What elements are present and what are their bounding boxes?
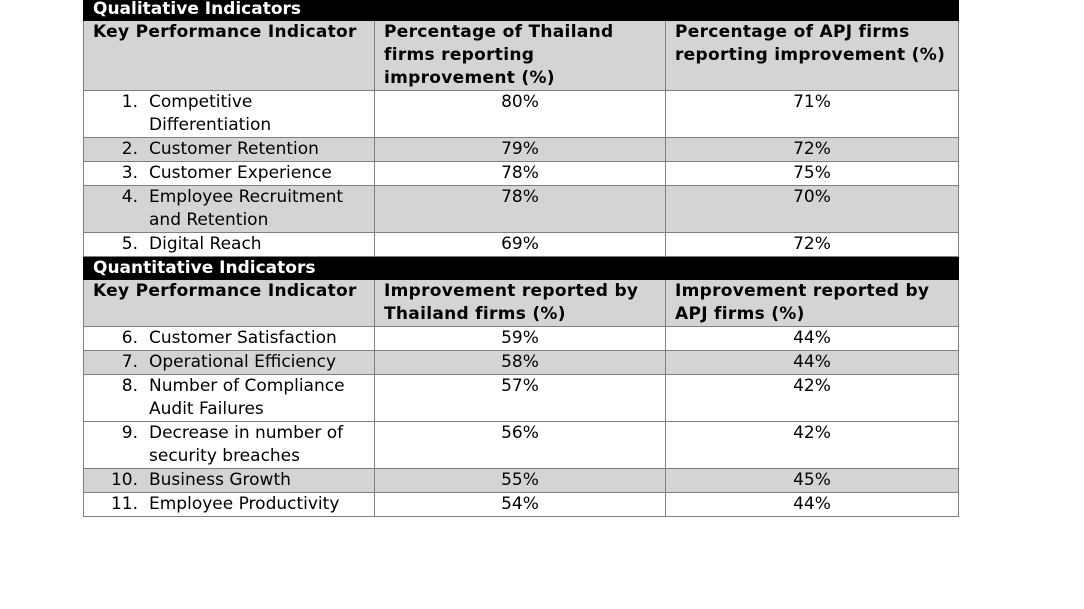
section-header-quantitative: Quantitative Indicators [82,256,960,280]
apj-value: 72% [664,232,960,257]
kpi-name: Employee Productivity [149,494,340,514]
thailand-value: 55% [374,468,666,493]
table-row: 2. Customer Retention 79% 72% [83,137,960,162]
apj-value: 44% [664,350,960,375]
column-header-thailand: Percentage of Thailand firms reporting i… [374,20,666,91]
kpi-index: 1. [121,92,138,112]
kpi-cell: 5. Digital Reach [83,232,375,257]
apj-value: 42% [664,374,960,422]
table-row: 8. Number of Compliance Audit Failures 57… [83,374,960,422]
thailand-value: 78% [374,161,666,186]
table-row: 6. Customer Satisfaction 59% 44% [83,326,960,351]
kpi-name: Digital Reach [149,234,262,254]
column-header-apj: Improvement reported by APJ firms (%) [664,279,960,327]
kpi-name: Customer Retention [149,139,319,159]
column-header-kpi: Key Performance Indicator [83,20,375,91]
column-header-row: Key Performance Indicator Percentage of … [83,20,960,91]
thailand-value: 80% [374,90,666,138]
thailand-value: 69% [374,232,666,257]
kpi-index: 6. [121,328,138,348]
thailand-value: 57% [374,374,666,422]
kpi-index: 4. [121,187,138,207]
thailand-value: 56% [374,421,666,469]
table-row: 3. Customer Experience 78% 75% [83,161,960,186]
kpi-name: Number of Compliance Audit Failures [149,376,345,419]
kpi-index: 8. [121,376,138,396]
kpi-cell: 8. Number of Compliance Audit Failures [83,374,375,422]
table-row: 9. Decrease in number of security breache… [83,421,960,469]
thailand-value: 58% [374,350,666,375]
kpi-cell: 10. Business Growth [83,468,375,493]
kpi-index: 5. [121,234,138,254]
section-header-qualitative: Qualitative Indicators [82,0,960,21]
thailand-value: 54% [374,492,666,517]
section-title: Qualitative Indicators [82,0,960,21]
kpi-cell: 2. Customer Retention [83,137,375,162]
kpi-cell: 6. Customer Satisfaction [83,326,375,351]
table-row: 1. Competitive Differentiation 80% 71% [83,90,960,138]
apj-value: 44% [664,492,960,517]
thailand-value: 59% [374,326,666,351]
kpi-name: Competitive Differentiation [149,92,272,135]
apj-value: 42% [664,421,960,469]
kpi-cell: 1. Competitive Differentiation [83,90,375,138]
apj-value: 70% [664,185,960,233]
thailand-value: 78% [374,185,666,233]
kpi-name: Customer Experience [149,163,332,183]
kpi-index: 11. [110,494,138,514]
apj-value: 44% [664,326,960,351]
table-row: 7. Operational Efficiency 58% 44% [83,350,960,375]
kpi-cell: 4. Employee Recruitment and Retention [83,185,375,233]
kpi-name: Employee Recruitment and Retention [149,187,344,230]
apj-value: 71% [664,90,960,138]
kpi-index: 10. [110,470,138,490]
table-row: 5. Digital Reach 69% 72% [83,232,960,257]
kpi-cell: 9. Decrease in number of security breache… [83,421,375,469]
kpi-name: Operational Efficiency [149,352,337,372]
apj-value: 72% [664,137,960,162]
column-header-apj: Percentage of APJ firms reporting improv… [664,20,960,91]
kpi-cell: 3. Customer Experience [83,161,375,186]
kpi-index: 9. [121,423,138,443]
apj-value: 45% [664,468,960,493]
kpi-name: Business Growth [149,470,291,490]
column-header-kpi: Key Performance Indicator [83,279,375,327]
column-header-thailand: Improvement reported by Thailand firms (… [374,279,666,327]
kpi-name: Customer Satisfaction [149,328,337,348]
kpi-cell: 7. Operational Efficiency [83,350,375,375]
table-row: 10. Business Growth 55% 45% [83,468,960,493]
kpi-index: 2. [121,139,138,159]
kpi-cell: 11. Employee Productivity [83,492,375,517]
kpi-table: Qualitative Indicators Key Performance I… [82,0,960,517]
thailand-value: 79% [374,137,666,162]
apj-value: 75% [664,161,960,186]
section-title: Quantitative Indicators [82,256,960,280]
table-row: 11. Employee Productivity 54% 44% [83,492,960,517]
kpi-index: 3. [121,163,138,183]
kpi-index: 7. [121,352,138,372]
column-header-row: Key Performance Indicator Improvement re… [83,279,960,327]
kpi-name: Decrease in number of security breaches [149,423,344,466]
table-row: 4. Employee Recruitment and Retention 78%… [83,185,960,233]
